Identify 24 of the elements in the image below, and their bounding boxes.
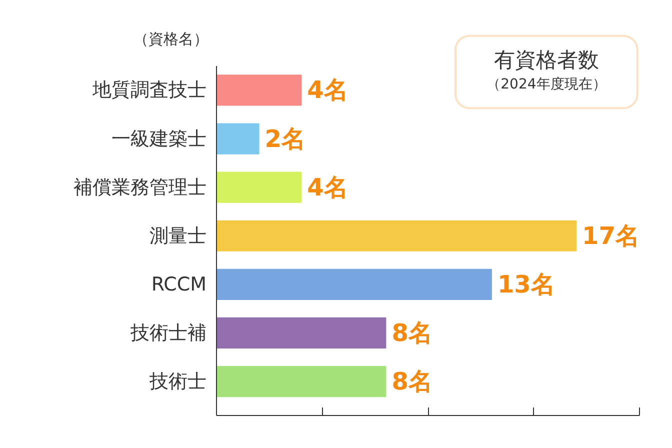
bar	[216, 366, 386, 398]
y-tick-label: 一級建築士	[112, 128, 206, 150]
chart-title: 有資格者数	[494, 48, 599, 72]
y-tick-label: 技術士補	[130, 322, 206, 344]
bar	[216, 268, 492, 300]
text: （2024年度現在）	[486, 76, 606, 92]
y-tick-label: RCCM	[151, 273, 207, 296]
y-axis-title: （資格名）	[134, 30, 208, 48]
data-label: 13名	[497, 270, 555, 298]
data-label: 17名	[582, 222, 640, 250]
data-label: 4名	[307, 173, 348, 202]
y-tick-label: 技術士	[148, 370, 206, 393]
bar	[216, 317, 386, 349]
bar	[216, 74, 302, 106]
data-label: 2名	[264, 124, 306, 153]
y-tick-label: 地質調査技士	[92, 79, 206, 102]
bar	[216, 172, 302, 203]
data-label: 4名	[307, 76, 348, 104]
y-tick-label: 測量士	[150, 224, 206, 247]
bar	[216, 220, 577, 252]
data-label: 8名	[392, 318, 432, 347]
bar	[216, 123, 260, 154]
data-label: 8名	[392, 368, 432, 396]
y-tick-label: 補償業務管理士	[74, 176, 206, 198]
